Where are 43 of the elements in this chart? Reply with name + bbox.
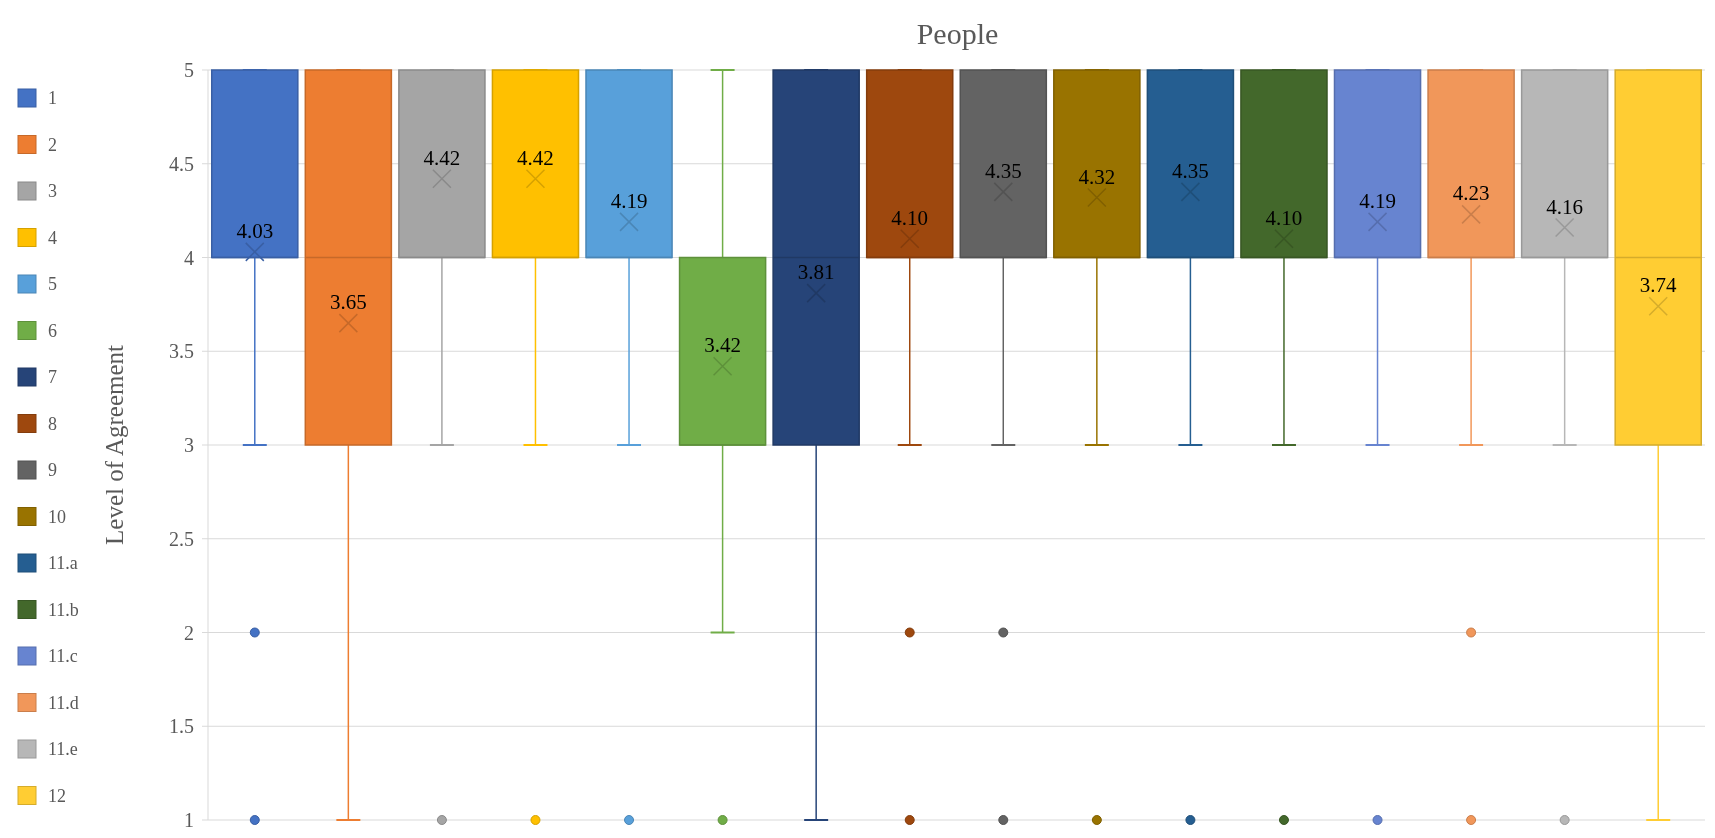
legend-label: 9 [48,460,57,481]
text: 4.16 [1546,194,1584,219]
y-tick-label: 4.5 [169,152,194,175]
legend-label: 3 [48,181,57,202]
y-tick-label: 2.5 [169,527,194,550]
legend-label: 7 [48,367,57,388]
legend-label: 11.d [48,692,79,713]
text: 3.81 [797,260,835,285]
y-tick-label: 2 [184,621,194,644]
text: 3.42 [704,333,741,358]
text: 4.03 [236,218,274,243]
text: 4.10 [1265,205,1303,230]
text: 4.10 [891,205,929,230]
legend-label: 12 [48,785,66,806]
chart-title: People [916,17,999,50]
y-axis-title: Level of Agreement [101,344,128,545]
legend-label: 2 [48,134,57,155]
text: 4.35 [984,158,1022,183]
y-tick-label: 5 [184,59,194,81]
legend-label: 4 [48,227,57,248]
text: 4.42 [517,145,554,170]
legend-label: 11.a [48,553,78,574]
legend-label: 10 [48,506,66,527]
text: 4.35 [1172,158,1209,183]
y-tick-label: 3 [184,434,194,456]
text: 4.23 [1452,181,1490,206]
text: 4.19 [610,188,648,213]
text: 3.74 [1639,273,1677,298]
legend-label: 11.c [48,646,78,667]
y-tick-label: 1.5 [169,715,194,738]
legend-label: 11.e [48,739,78,760]
y-tick-label: 1 [184,809,194,831]
legend-label: 6 [48,320,57,341]
text: 4.19 [1359,188,1396,213]
text: 4.32 [1078,164,1116,189]
y-tick-label: 4 [184,246,194,269]
legend-label: 1 [48,88,57,109]
text: 3.65 [329,290,367,315]
text: 4.42 [423,145,461,170]
legend-label: 11.b [48,599,79,620]
legend-label: 8 [48,413,57,434]
legend-label: 5 [48,274,57,295]
y-tick-label: 3.5 [169,340,194,363]
